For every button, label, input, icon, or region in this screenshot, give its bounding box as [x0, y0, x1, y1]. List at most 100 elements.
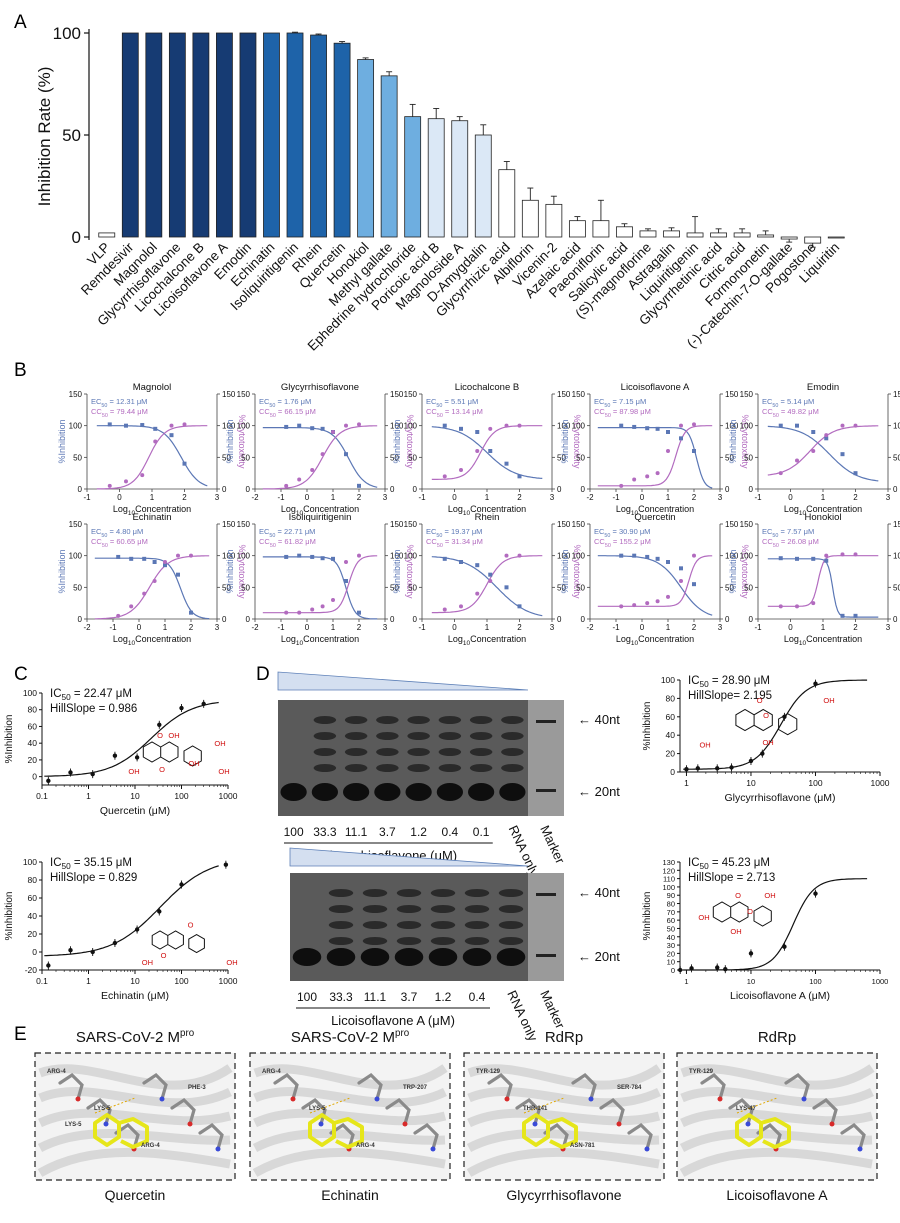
size-label-40nt: ← 40nt	[578, 712, 620, 727]
panel-letter-b: B	[14, 360, 27, 381]
residue-stick	[170, 1097, 196, 1126]
rna-only-label: RNA only	[504, 988, 541, 1044]
x-tick-label: 3	[215, 493, 220, 502]
cc50-label: CC50 = 49.82 μM	[762, 407, 819, 419]
y2-tick-label: 100	[222, 552, 236, 561]
band-20nt	[360, 948, 390, 966]
y-tick-label: 100	[740, 422, 754, 431]
y2-tick-label: 50	[557, 583, 566, 592]
x-tick-label: -1	[612, 623, 620, 632]
cc50-label: CC50 = 26.08 μM	[762, 537, 819, 549]
chemical-structure: OH O OH OH O	[698, 891, 775, 936]
bar-11	[357, 59, 375, 238]
ligand-name: Glycyrrhisoflavone	[506, 1187, 621, 1203]
bar-6	[239, 32, 257, 238]
subplot-title: Licochalcone B	[455, 382, 519, 393]
y2-tick-label: 50	[893, 453, 900, 462]
panel-d-gels: ← 40nt← 20nt10033.311.13.71.20.40.1Glycy…	[277, 671, 890, 1044]
x-tick-label: 0	[640, 623, 645, 632]
x-tick-label: -1	[612, 493, 620, 502]
cytotoxicity-point	[163, 560, 167, 564]
x-tick-label: 0.1	[36, 791, 48, 801]
cytotoxicity-point	[182, 422, 187, 427]
inhibition-point	[153, 426, 158, 431]
inhibition-point	[811, 556, 816, 561]
hillslope-label: HillSlope = 0.829	[50, 872, 137, 884]
cytotoxicity-point	[459, 468, 463, 472]
y-tick-label: 50	[576, 453, 585, 462]
bar-2	[145, 32, 163, 238]
protein-ribbon	[679, 1129, 873, 1153]
x-tick-label: 100	[174, 791, 188, 801]
data-point	[134, 755, 140, 760]
protein-ribbon	[253, 1108, 447, 1128]
band-product	[469, 716, 493, 724]
residue-label: TYR-129	[689, 1069, 714, 1075]
band-product	[430, 889, 456, 897]
inhibition-point	[284, 424, 289, 429]
residue-stick	[385, 1097, 411, 1126]
x-axis-title: Log10Concentration	[448, 504, 526, 517]
y2-tick-label: 50	[557, 453, 566, 462]
band-product	[464, 937, 490, 945]
ring-bonds	[735, 708, 798, 736]
cc50-label: CC50 = 60.65 μM	[91, 537, 148, 549]
y-tick-label: 0	[413, 485, 418, 494]
x-tick-label: 2	[182, 493, 187, 502]
y2-tick-label: 150	[390, 520, 404, 529]
inhibition-curve	[597, 427, 713, 489]
cytotoxicity-point	[124, 479, 128, 484]
inhibition-curve	[96, 425, 208, 487]
lane-label: 0.1	[473, 825, 490, 839]
bar-31	[827, 236, 845, 239]
y-tick-label: 90	[667, 891, 675, 900]
cc50-label: CC50 = 13.14 μM	[426, 407, 483, 419]
band-product	[362, 889, 388, 897]
y-tick-label: 100	[69, 422, 83, 431]
inhibition-point	[666, 430, 670, 434]
data-point	[723, 966, 728, 972]
band-product	[362, 905, 388, 913]
cytotoxicity-point	[297, 477, 302, 482]
subplot-echinatin: Echinatin 0 50 100 150 0 50 100 150 -2 -1 0 1 2 3 Log10…	[57, 512, 247, 647]
residue-stick	[413, 1122, 439, 1151]
residue-stick	[329, 1122, 355, 1151]
band-product	[328, 937, 354, 945]
subplot-title: Quercetin	[634, 512, 675, 523]
cc50-label: CC50 = 31.34 μM	[426, 537, 483, 549]
y2-tick-label: 100	[725, 422, 739, 431]
residue-atom	[318, 1121, 324, 1127]
cytotoxicity-point	[176, 553, 180, 558]
y-right-title: %Cytotoxicity	[572, 544, 582, 599]
residue-atom	[532, 1121, 538, 1127]
inhibition-point	[488, 572, 493, 577]
residue-label: LYS-47	[736, 1106, 756, 1112]
residue-atom	[159, 1096, 165, 1102]
x-tick-label: -2	[586, 623, 594, 632]
cytotoxicity-curve	[597, 425, 713, 487]
inhibition-point	[645, 554, 650, 559]
bar-1	[121, 32, 139, 238]
band-product	[464, 905, 490, 913]
x-tick-label: -1	[754, 493, 762, 502]
inhibition-point	[619, 423, 624, 428]
bar-5	[216, 32, 233, 238]
bar-27	[733, 232, 751, 238]
x-tick-label: -2	[83, 623, 91, 632]
marker-label: Marker	[537, 988, 568, 1032]
protein-ribbon	[466, 1147, 660, 1177]
inhibition-curve	[597, 555, 713, 616]
y-left-title: %Inhibition	[560, 419, 570, 463]
y-tick-label: 60	[666, 712, 676, 722]
x-tick-label: 2	[853, 623, 858, 632]
inhibition-point	[778, 423, 783, 428]
cc50-label: CC50 = 79.44 μM	[91, 407, 148, 419]
inhibition-point	[778, 556, 783, 561]
panel-e-docking: SARS-CoV-2 Mpro ARG-4 LYS-5 ARG-4 PHE-3 LYS-5…	[34, 1028, 878, 1203]
y-right-title: %Cytotoxicity	[740, 414, 750, 469]
residue-stick	[142, 1072, 168, 1101]
y-tick-label: 100	[572, 422, 586, 431]
